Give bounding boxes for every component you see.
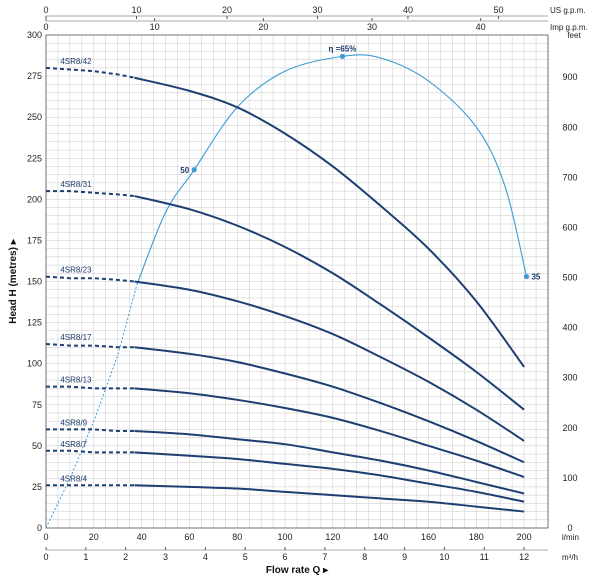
x-tick-label: 60 [184,532,194,542]
impgpm-tick-label: 10 [150,22,160,32]
y2-axis-unit: feet [567,31,581,40]
y-tick-label: 100 [27,359,42,369]
y-axis-title: Head H (metres) ▸ [8,238,19,323]
y-tick-label: 125 [27,318,42,328]
y2-tick-label: 0 [567,523,572,533]
efficiency-point-label: 50 [180,166,189,175]
impgpm-axis-unit: Imp g.p.m. [550,23,588,32]
x-tick-label: 120 [325,532,340,542]
y2-tick-label: 900 [562,72,577,82]
pump-curve-dashed [46,190,135,198]
x-tick-label: 140 [373,532,388,542]
efficiency-curve-dashed [45,284,138,529]
y-tick-label: 50 [32,441,42,451]
m3h-tick-label: 6 [283,552,288,562]
m3h-tick-label: 5 [243,552,248,562]
m3h-tick-label: 9 [402,552,407,562]
pump-curve-label: 4SR8/4 [60,474,87,483]
efficiency-point-label: 35 [531,273,540,282]
efficiency-point [191,167,197,173]
impgpm-tick-label: 40 [476,22,486,32]
efficiency-point [523,273,530,280]
x-axis-title: Flow rate Q ▸ [266,565,329,576]
x-tick-label: 100 [278,532,293,542]
y2-tick-label: 800 [562,122,577,132]
usgpm-tick-label: 20 [222,5,232,15]
y-tick-label: 275 [27,71,42,81]
usgpm-axis-unit: US g.p.m. [550,6,586,15]
impgpm-tick-label: 30 [367,22,377,32]
pump-curve-label: 4SR8/17 [60,333,92,342]
x-tick-label: 20 [89,532,99,542]
efficiency-point [339,53,346,59]
grid [45,34,549,529]
pump-curve [134,430,525,495]
pump-curve-label: 4SR8/13 [60,376,92,385]
impgpm-tick-label: 20 [258,22,268,32]
y-tick-label: 300 [27,30,42,40]
m3h-tick-label: 1 [83,552,88,562]
x-tick-label: 0 [43,532,48,542]
y2-tick-label: 600 [562,222,577,232]
y2-tick-label: 700 [562,172,577,182]
plot-frame [45,34,549,529]
y2-tick-label: 500 [562,273,577,283]
efficiency-point-label: η =65% [329,44,357,53]
m3h-tick-label: 11 [480,552,489,562]
x-tick-label: 200 [517,532,532,542]
pump-curve-dashed [45,66,135,79]
pump-curve [134,280,525,442]
m3h-axis-unit: m³/h [562,553,578,562]
y-tick-label: 75 [32,400,42,410]
y-tick-label: 150 [27,277,42,287]
m3h-tick-label: 2 [123,552,128,562]
pump-curve-dashed [46,449,135,454]
usgpm-tick-label: 40 [403,5,413,15]
y-tick-label: 250 [27,112,42,122]
y2-tick-label: 400 [562,323,577,333]
x-tick-label: 40 [137,532,147,542]
pump-curve [134,195,525,411]
x-tick-label: 160 [421,532,436,542]
m3h-tick-label: 3 [163,552,168,562]
usgpm-tick-label: 50 [493,5,503,15]
m3h-tick-label: 0 [43,552,48,562]
m3h-tick-label: 10 [439,552,449,562]
pump-curve-label: 4SR8/23 [60,266,92,275]
pump-curve-dashed [46,428,135,433]
x-tick-label: 80 [232,532,242,542]
usgpm-tick-label: 30 [312,5,322,15]
y-tick-label: 225 [27,153,42,163]
y2-tick-label: 300 [562,373,577,383]
pump-curve-dashed [46,385,135,390]
pump-curve-dashed [45,275,135,283]
pump-curve [134,76,525,368]
y-tick-label: 25 [32,482,42,492]
pump-curve [134,484,525,513]
x-tick-label: 180 [469,532,484,542]
y2-tick-label: 200 [562,423,577,433]
m3h-tick-label: 8 [362,552,367,562]
m3h-tick-label: 12 [519,552,529,562]
pump-curve-label: 4SR8/7 [60,440,87,449]
pump-curve-label: 4SR8/9 [60,418,87,427]
m3h-tick-label: 4 [203,552,208,562]
pump-curve [134,346,525,464]
y2-tick-label: 100 [562,473,577,483]
usgpm-tick-label: 10 [131,5,141,15]
pump-curve-label: 4SR8/42 [60,57,92,66]
pump-curve [134,387,525,479]
impgpm-tick-label: 0 [43,22,48,32]
pump-curve-dashed [45,342,135,349]
pump-curve [134,451,525,503]
y-tick-label: 0 [37,523,42,533]
y-tick-label: 175 [27,235,42,245]
usgpm-tick-label: 0 [43,5,48,15]
m3h-tick-label: 7 [322,552,327,562]
y-tick-label: 200 [27,194,42,204]
pump-curve-label: 4SR8/31 [60,180,92,189]
x-axis-unit: l/min [562,533,579,542]
